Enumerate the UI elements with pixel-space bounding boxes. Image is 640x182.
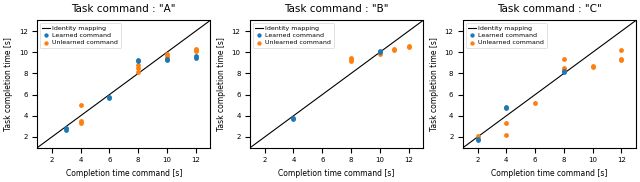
Learned command	[162, 58, 172, 61]
Unlearned command	[588, 66, 598, 69]
Learned command	[559, 70, 569, 73]
X-axis label: Completion time command [s]: Completion time command [s]	[492, 169, 608, 178]
Unlearned command	[501, 122, 511, 125]
Learned command	[133, 59, 143, 62]
Unlearned command	[76, 104, 86, 107]
Unlearned command	[588, 65, 598, 68]
Unlearned command	[616, 49, 627, 52]
Learned command	[472, 139, 483, 142]
Learned command	[289, 118, 299, 120]
Learned command	[191, 55, 201, 58]
Learned command	[61, 128, 71, 131]
Unlearned command	[403, 46, 413, 48]
Unlearned command	[374, 53, 385, 56]
Unlearned command	[346, 59, 356, 62]
Legend: Identity mapping, Learned command, Unlearned command: Identity mapping, Learned command, Unlea…	[466, 23, 547, 48]
Legend: Identity mapping, Learned command, Unlearned command: Identity mapping, Learned command, Unlea…	[253, 23, 333, 48]
Unlearned command	[472, 134, 483, 137]
Unlearned command	[162, 57, 172, 60]
Y-axis label: Task completion time [s]: Task completion time [s]	[217, 37, 226, 131]
Learned command	[162, 57, 172, 60]
Y-axis label: Task completion time [s]: Task completion time [s]	[4, 37, 13, 131]
Unlearned command	[346, 56, 356, 59]
Learned command	[289, 116, 299, 119]
Unlearned command	[530, 102, 540, 104]
Unlearned command	[191, 48, 201, 51]
Learned command	[559, 71, 569, 74]
Learned command	[104, 95, 115, 98]
Unlearned command	[559, 68, 569, 71]
Unlearned command	[133, 71, 143, 74]
Learned command	[191, 56, 201, 59]
Unlearned command	[76, 120, 86, 122]
Unlearned command	[162, 55, 172, 58]
Title: Task command : "A": Task command : "A"	[72, 4, 176, 14]
X-axis label: Completion time command [s]: Completion time command [s]	[278, 169, 395, 178]
Learned command	[501, 106, 511, 109]
Unlearned command	[191, 50, 201, 53]
Unlearned command	[162, 53, 172, 56]
Unlearned command	[403, 44, 413, 47]
Unlearned command	[559, 57, 569, 60]
Learned command	[104, 96, 115, 99]
Unlearned command	[191, 49, 201, 52]
Unlearned command	[501, 133, 511, 136]
Title: Task command : "B": Task command : "B"	[284, 4, 389, 14]
Learned command	[61, 127, 71, 130]
Unlearned command	[133, 67, 143, 70]
Unlearned command	[389, 48, 399, 51]
X-axis label: Completion time command [s]: Completion time command [s]	[65, 169, 182, 178]
Unlearned command	[616, 57, 627, 60]
Unlearned command	[389, 49, 399, 52]
Unlearned command	[346, 58, 356, 61]
Learned command	[472, 138, 483, 141]
Learned command	[374, 50, 385, 53]
Learned command	[501, 107, 511, 110]
Title: Task command : "C": Task command : "C"	[497, 4, 602, 14]
Unlearned command	[559, 67, 569, 70]
Unlearned command	[76, 122, 86, 125]
Unlearned command	[616, 58, 627, 61]
Y-axis label: Task completion time [s]: Task completion time [s]	[430, 37, 439, 131]
Learned command	[374, 51, 385, 54]
Legend: Identity mapping, Learned command, Unlearned command: Identity mapping, Learned command, Unlea…	[40, 23, 121, 48]
Unlearned command	[133, 64, 143, 66]
Learned command	[133, 58, 143, 61]
